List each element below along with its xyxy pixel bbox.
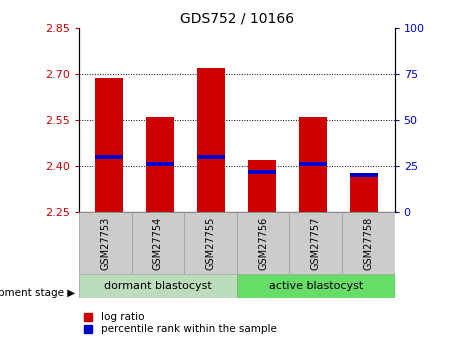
Legend: log ratio, percentile rank within the sample: log ratio, percentile rank within the sa… [84, 312, 276, 334]
Bar [342, 212, 395, 274]
Bar [96, 78, 124, 212]
Bar [184, 212, 237, 274]
Text: GSM27756: GSM27756 [258, 217, 268, 270]
Bar [290, 212, 342, 274]
Bar [147, 162, 175, 166]
Bar [299, 117, 327, 212]
Text: GSM27753: GSM27753 [100, 217, 110, 270]
Bar [132, 212, 184, 274]
Bar [147, 117, 175, 212]
Bar [79, 274, 237, 298]
Bar [248, 170, 276, 174]
Bar [350, 175, 378, 212]
Text: GSM27754: GSM27754 [153, 217, 163, 270]
Bar [79, 212, 132, 274]
Bar [299, 162, 327, 166]
Title: GDS752 / 10166: GDS752 / 10166 [179, 11, 294, 25]
Bar [198, 68, 226, 212]
Text: active blastocyst: active blastocyst [269, 282, 363, 291]
Text: dormant blastocyst: dormant blastocyst [104, 282, 212, 291]
Bar [96, 155, 124, 159]
Bar [198, 155, 226, 159]
Text: GSM27755: GSM27755 [206, 217, 216, 270]
Bar [248, 160, 276, 212]
Bar [237, 274, 395, 298]
Text: development stage ▶: development stage ▶ [0, 288, 75, 298]
Text: GSM27758: GSM27758 [364, 217, 373, 270]
Text: GSM27757: GSM27757 [311, 217, 321, 270]
Bar [350, 173, 378, 177]
Bar [237, 212, 290, 274]
